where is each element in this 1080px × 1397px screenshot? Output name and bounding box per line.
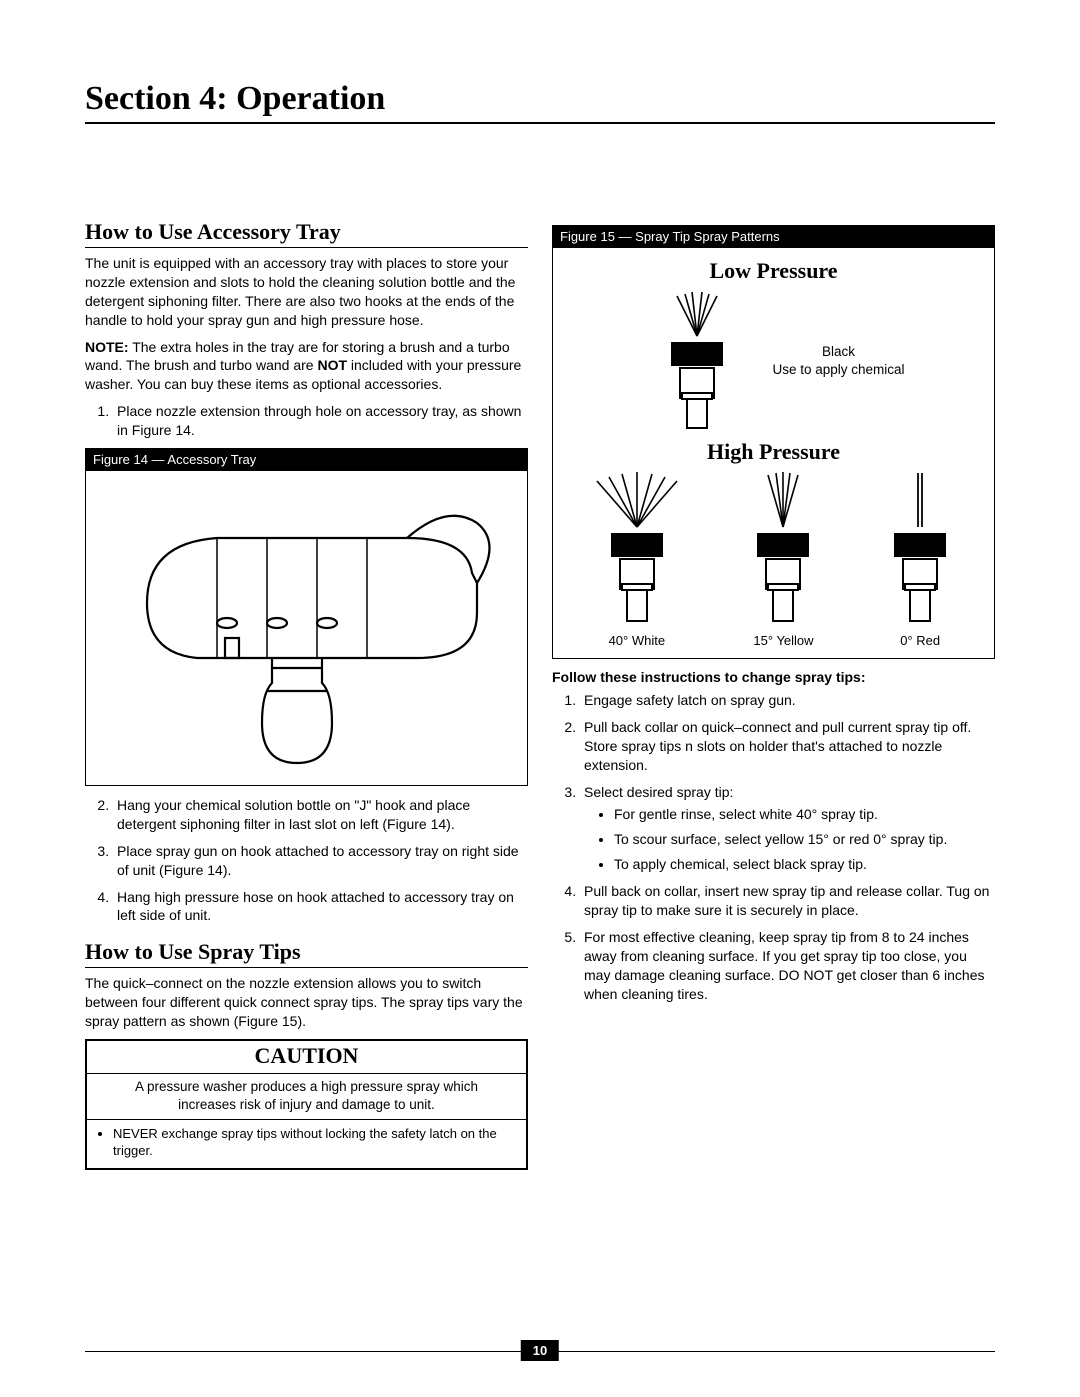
change-step-3b: To scour surface, select yellow 15° or r… — [614, 830, 995, 849]
figure-14-image — [85, 471, 528, 786]
caution-box: CAUTION A pressure washer produces a hig… — [85, 1039, 528, 1170]
low-pressure-title: Low Pressure — [561, 258, 986, 284]
heading-accessory-tray: How to Use Accessory Tray — [85, 219, 528, 248]
change-step-3: Select desired spray tip: For gentle rin… — [580, 783, 995, 875]
spray-tip-15-icon — [728, 469, 838, 629]
tip-15-label: 15° Yellow — [753, 633, 813, 648]
figure-14-caption: Figure 14 — Accessory Tray — [85, 448, 528, 471]
high-pressure-row: 40° White — [561, 469, 986, 648]
spray-tip-0-icon — [870, 469, 970, 629]
para-note: NOTE: The extra holes in the tray are fo… — [85, 338, 528, 395]
tip-40-white: 40° White — [577, 469, 697, 648]
tip-15-yellow: 15° Yellow — [728, 469, 838, 648]
change-step-3a: For gentle rinse, select white 40° spray… — [614, 805, 995, 824]
tray-step-1: Place nozzle extension through hole on a… — [113, 402, 528, 440]
low-pressure-row: Black Use to apply chemical — [561, 288, 986, 433]
change-tips-steps: Engage safety latch on spray gun. Pull b… — [552, 691, 995, 1003]
caution-bullet: NEVER exchange spray tips without lockin… — [113, 1126, 516, 1160]
page-number: 10 — [521, 1340, 559, 1361]
change-step-2: Pull back collar on quick–connect and pu… — [580, 718, 995, 775]
change-step-3-bullets: For gentle rinse, select white 40° spray… — [584, 805, 995, 874]
note-not: NOT — [317, 357, 347, 373]
high-pressure-title: High Pressure — [561, 439, 986, 465]
low-label-line2: Use to apply chemical — [772, 362, 904, 377]
tip-0-label: 0° Red — [900, 633, 940, 648]
change-step-3c: To apply chemical, select black spray ti… — [614, 855, 995, 874]
figure-15-box: Low Pressure — [552, 248, 995, 659]
low-pressure-label: Black Use to apply chemical — [772, 343, 904, 378]
low-label-line1: Black — [822, 344, 855, 359]
spray-tip-40-icon — [577, 469, 697, 629]
tip-40-label: 40° White — [609, 633, 666, 648]
heading-spray-tips: How to Use Spray Tips — [85, 939, 528, 968]
change-step-5: For most effective cleaning, keep spray … — [580, 928, 995, 1004]
tray-step-3: Place spray gun on hook attached to acce… — [113, 842, 528, 880]
para-tray-intro: The unit is equipped with an accessory t… — [85, 254, 528, 330]
spray-tip-black-icon — [642, 288, 752, 433]
change-step-3-text: Select desired spray tip: — [584, 784, 733, 800]
caution-body: A pressure washer produces a high pressu… — [87, 1074, 526, 1120]
caution-title: CAUTION — [87, 1041, 526, 1074]
caution-list: NEVER exchange spray tips without lockin… — [87, 1120, 526, 1168]
two-column-layout: How to Use Accessory Tray The unit is eq… — [85, 219, 995, 1170]
tip-0-red: 0° Red — [870, 469, 970, 648]
left-column: How to Use Accessory Tray The unit is eq… — [85, 219, 528, 1170]
change-step-4: Pull back on collar, insert new spray ti… — [580, 882, 995, 920]
change-step-1: Engage safety latch on spray gun. — [580, 691, 995, 710]
tray-step-2: Hang your chemical solution bottle on "J… — [113, 796, 528, 834]
tray-steps: Place nozzle extension through hole on a… — [85, 402, 528, 440]
figure-15-caption: Figure 15 — Spray Tip Spray Patterns — [552, 225, 995, 248]
tray-steps-cont: Hang your chemical solution bottle on "J… — [85, 796, 528, 925]
tray-step-4: Hang high pressure hose on hook attached… — [113, 888, 528, 926]
accessory-tray-icon — [107, 483, 507, 773]
change-tips-heading: Follow these instructions to change spra… — [552, 669, 995, 685]
section-title: Section 4: Operation — [85, 80, 995, 124]
para-spray-tips: The quick–connect on the nozzle extensio… — [85, 974, 528, 1031]
note-label: NOTE: — [85, 339, 129, 355]
low-pressure-tip — [642, 288, 752, 433]
right-column: Figure 15 — Spray Tip Spray Patterns Low… — [552, 219, 995, 1170]
